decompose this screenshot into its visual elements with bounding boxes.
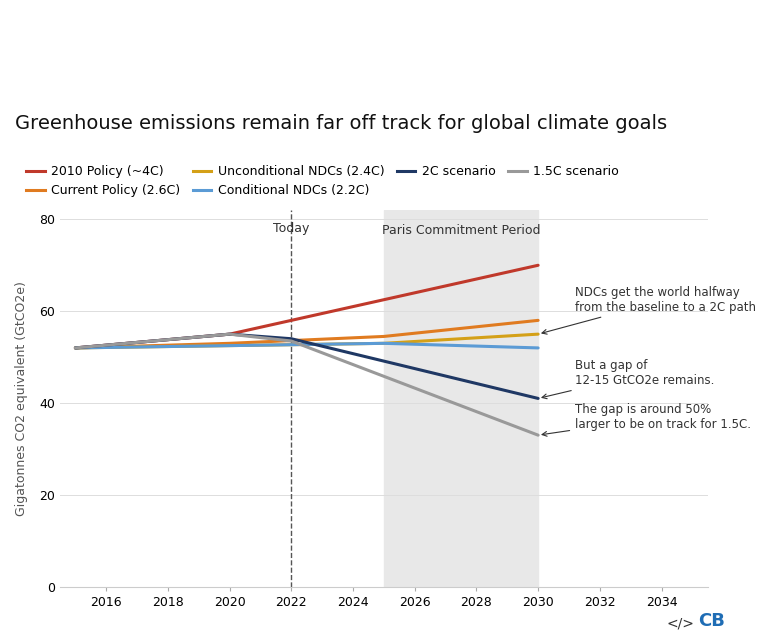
Y-axis label: Gigatonnes CO2 equivalent (GtCO2e): Gigatonnes CO2 equivalent (GtCO2e) xyxy=(15,281,28,516)
Bar xyxy=(384,210,538,586)
Text: Greenhouse emissions remain far off track for global climate goals: Greenhouse emissions remain far off trac… xyxy=(15,114,667,132)
Text: Paris Commitment Period: Paris Commitment Period xyxy=(381,224,541,237)
Text: Today: Today xyxy=(273,222,310,235)
Text: But a gap of
12-15 GtCO2e remains.: But a gap of 12-15 GtCO2e remains. xyxy=(542,359,714,399)
Text: NDCs get the world halfway
from the baseline to a 2C path: NDCs get the world halfway from the base… xyxy=(542,285,756,334)
Text: </>: </> xyxy=(666,616,694,630)
Text: CB: CB xyxy=(699,612,725,630)
Legend: 2010 Policy (~4C), Current Policy (2.6C), Unconditional NDCs (2.4C), Conditional: 2010 Policy (~4C), Current Policy (2.6C)… xyxy=(21,160,624,202)
Text: The gap is around 50%
larger to be on track for 1.5C.: The gap is around 50% larger to be on tr… xyxy=(542,403,751,436)
